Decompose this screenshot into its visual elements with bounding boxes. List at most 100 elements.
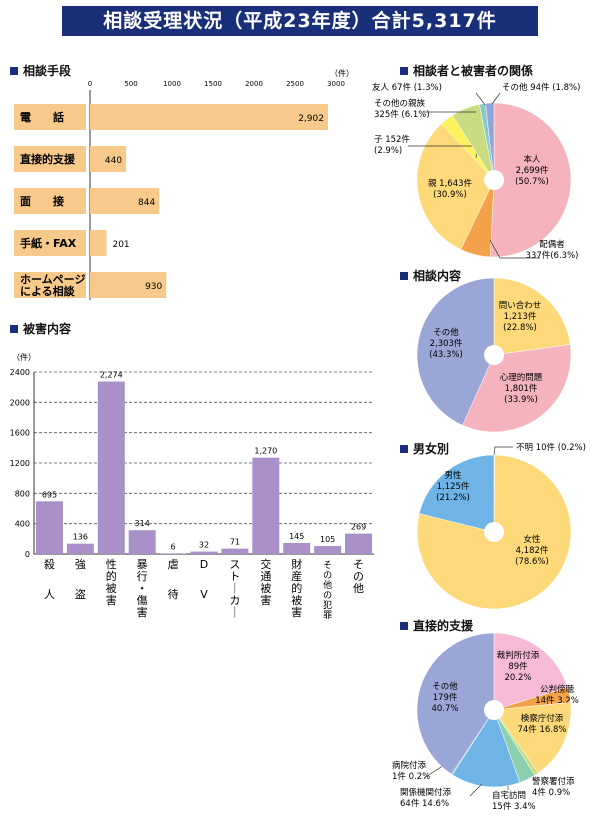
gender-slice (416, 454, 572, 610)
methods-bar (90, 272, 167, 298)
content-slice-label: 問い合わせ (499, 300, 542, 311)
damage-bar (221, 548, 249, 554)
section-title-relation-text: 相談者と被害者の関係 (413, 64, 534, 78)
support-slice-label: 4件 0.9% (532, 787, 570, 798)
support-slice-label: 179件 (433, 692, 458, 703)
methods-category-label: ホームページ (20, 273, 85, 286)
methods-bar (90, 104, 328, 130)
damage-category-label: 財産的被害 (291, 557, 302, 619)
methods-value-label: 930 (145, 282, 162, 292)
gender-slice-label: 4,182件 (516, 545, 549, 556)
damage-bar (345, 533, 373, 554)
methods-x-tick-label: 1000 (163, 80, 181, 88)
damage-bar (97, 381, 125, 554)
methods-unit-label: （件） (330, 68, 354, 78)
support-slice-label: 40.7% (431, 704, 458, 714)
support-slice-label: 警察署付添 (532, 776, 575, 787)
relation-slice-label: (2.9%) (374, 146, 402, 156)
damage-value-label: 136 (73, 533, 88, 542)
damage-value-label: 32 (199, 541, 209, 550)
methods-category-label: 電 話 (20, 110, 64, 124)
damage-category-label: 性的被害 (106, 557, 117, 607)
support-slice (452, 709, 521, 788)
section-marker-icon (400, 272, 408, 280)
damage-y-tick-label: 800 (15, 489, 30, 498)
content-slice (462, 344, 572, 433)
section-marker-icon (10, 325, 18, 333)
relation-slice-label: 2,699件 (516, 165, 549, 176)
page-title-banner: 相談受理状況（平成23年度）合計5,317件 (62, 6, 538, 36)
section-title-content: 相談内容 (400, 267, 461, 284)
support-slice-label: 検察庁付添 (521, 713, 564, 724)
damage-bar (128, 530, 156, 554)
section-title-content-text: 相談内容 (413, 269, 462, 283)
content-slice-label: (43.3%) (429, 350, 463, 360)
content-slice-label: (33.9%) (504, 395, 538, 405)
gender-slice-label: 不明 10件 (0.2%) (516, 442, 586, 453)
support-slice-label: 89件 (508, 661, 528, 672)
relation-slice-label: 親 1,643件 (428, 178, 473, 189)
methods-value-label: 844 (138, 198, 155, 208)
methods-x-tick-label: 0 (88, 80, 92, 88)
content-slice-label: 2,303件 (430, 338, 463, 349)
content-center-hole (484, 345, 504, 365)
support-slice (493, 709, 539, 776)
methods-category-box (14, 188, 86, 214)
content-slice-label: 1,213件 (504, 311, 537, 322)
methods-category-label: 手紙・FAX (20, 236, 77, 250)
gender-slice-label: (21.2%) (436, 493, 470, 503)
support-slice-label: 関係機関付添 (400, 787, 452, 798)
damage-y-tick-label: 2000 (10, 398, 30, 407)
gender-slice (418, 454, 495, 533)
gender-slice-label: (78.6%) (515, 557, 549, 567)
relation-leader-line (491, 92, 501, 105)
section-title-gender-text: 男女別 (413, 442, 450, 456)
content-slice-label: 1,801件 (505, 383, 538, 394)
methods-bar (90, 146, 127, 172)
methods-x-tick-label: 3000 (327, 80, 345, 88)
support-slice-label: 20.2% (504, 673, 531, 683)
support-slice-label: 1件 0.2% (392, 771, 430, 782)
support-center-hole (484, 700, 504, 720)
section-marker-icon (400, 67, 408, 75)
methods-x-tick-label: 2000 (245, 80, 263, 88)
damage-bar (190, 551, 218, 554)
damage-category-label: 虐待 (168, 558, 179, 601)
section-title-relation: 相談者と被害者の関係 (400, 62, 533, 79)
relation-leader-line (475, 92, 487, 107)
support-leader-line (423, 759, 453, 779)
methods-category-label: 面 接 (20, 194, 64, 208)
support-slice (416, 632, 495, 775)
relation-slice (479, 103, 495, 181)
methods-value-label: 2,902 (298, 114, 324, 124)
support-slice-label: 64件 14.6% (400, 798, 449, 809)
methods-category-box (14, 272, 86, 298)
support-slice-label: 自宅訪問 (492, 790, 526, 801)
section-title-damage: 被害内容 (10, 320, 71, 337)
methods-category-label: による相談 (20, 284, 76, 298)
support-slice-label: 公判傍聴 (540, 684, 575, 695)
methods-x-tick-label: 2500 (286, 80, 304, 88)
damage-bar (314, 546, 342, 554)
support-slice-label: 74件 16.8% (517, 724, 566, 735)
gender-center-hole (484, 522, 504, 542)
damage-value-label: 71 (230, 538, 240, 547)
relation-slice-label: 配偶者 (539, 239, 565, 250)
relation-slice-label: 友人 67件 (1.3%) (372, 82, 442, 93)
section-marker-icon (10, 67, 18, 75)
relation-slice-label: 子 152件 (374, 134, 410, 145)
relation-leader-line (408, 145, 479, 159)
gender-slice-label: 女性 (523, 534, 541, 545)
damage-value-label: 314 (135, 519, 150, 528)
support-slice (493, 686, 571, 711)
damage-value-label: 145 (289, 532, 304, 541)
damage-category-label: スト｜カ｜ (229, 558, 240, 619)
damage-category-label: 暴行・傷害 (137, 558, 148, 619)
support-leader-line (469, 783, 483, 797)
damage-y-tick-label: 1600 (10, 429, 30, 438)
support-slice (493, 702, 572, 774)
gender-slice (493, 454, 496, 533)
damage-y-tick-label: 1200 (10, 459, 30, 468)
